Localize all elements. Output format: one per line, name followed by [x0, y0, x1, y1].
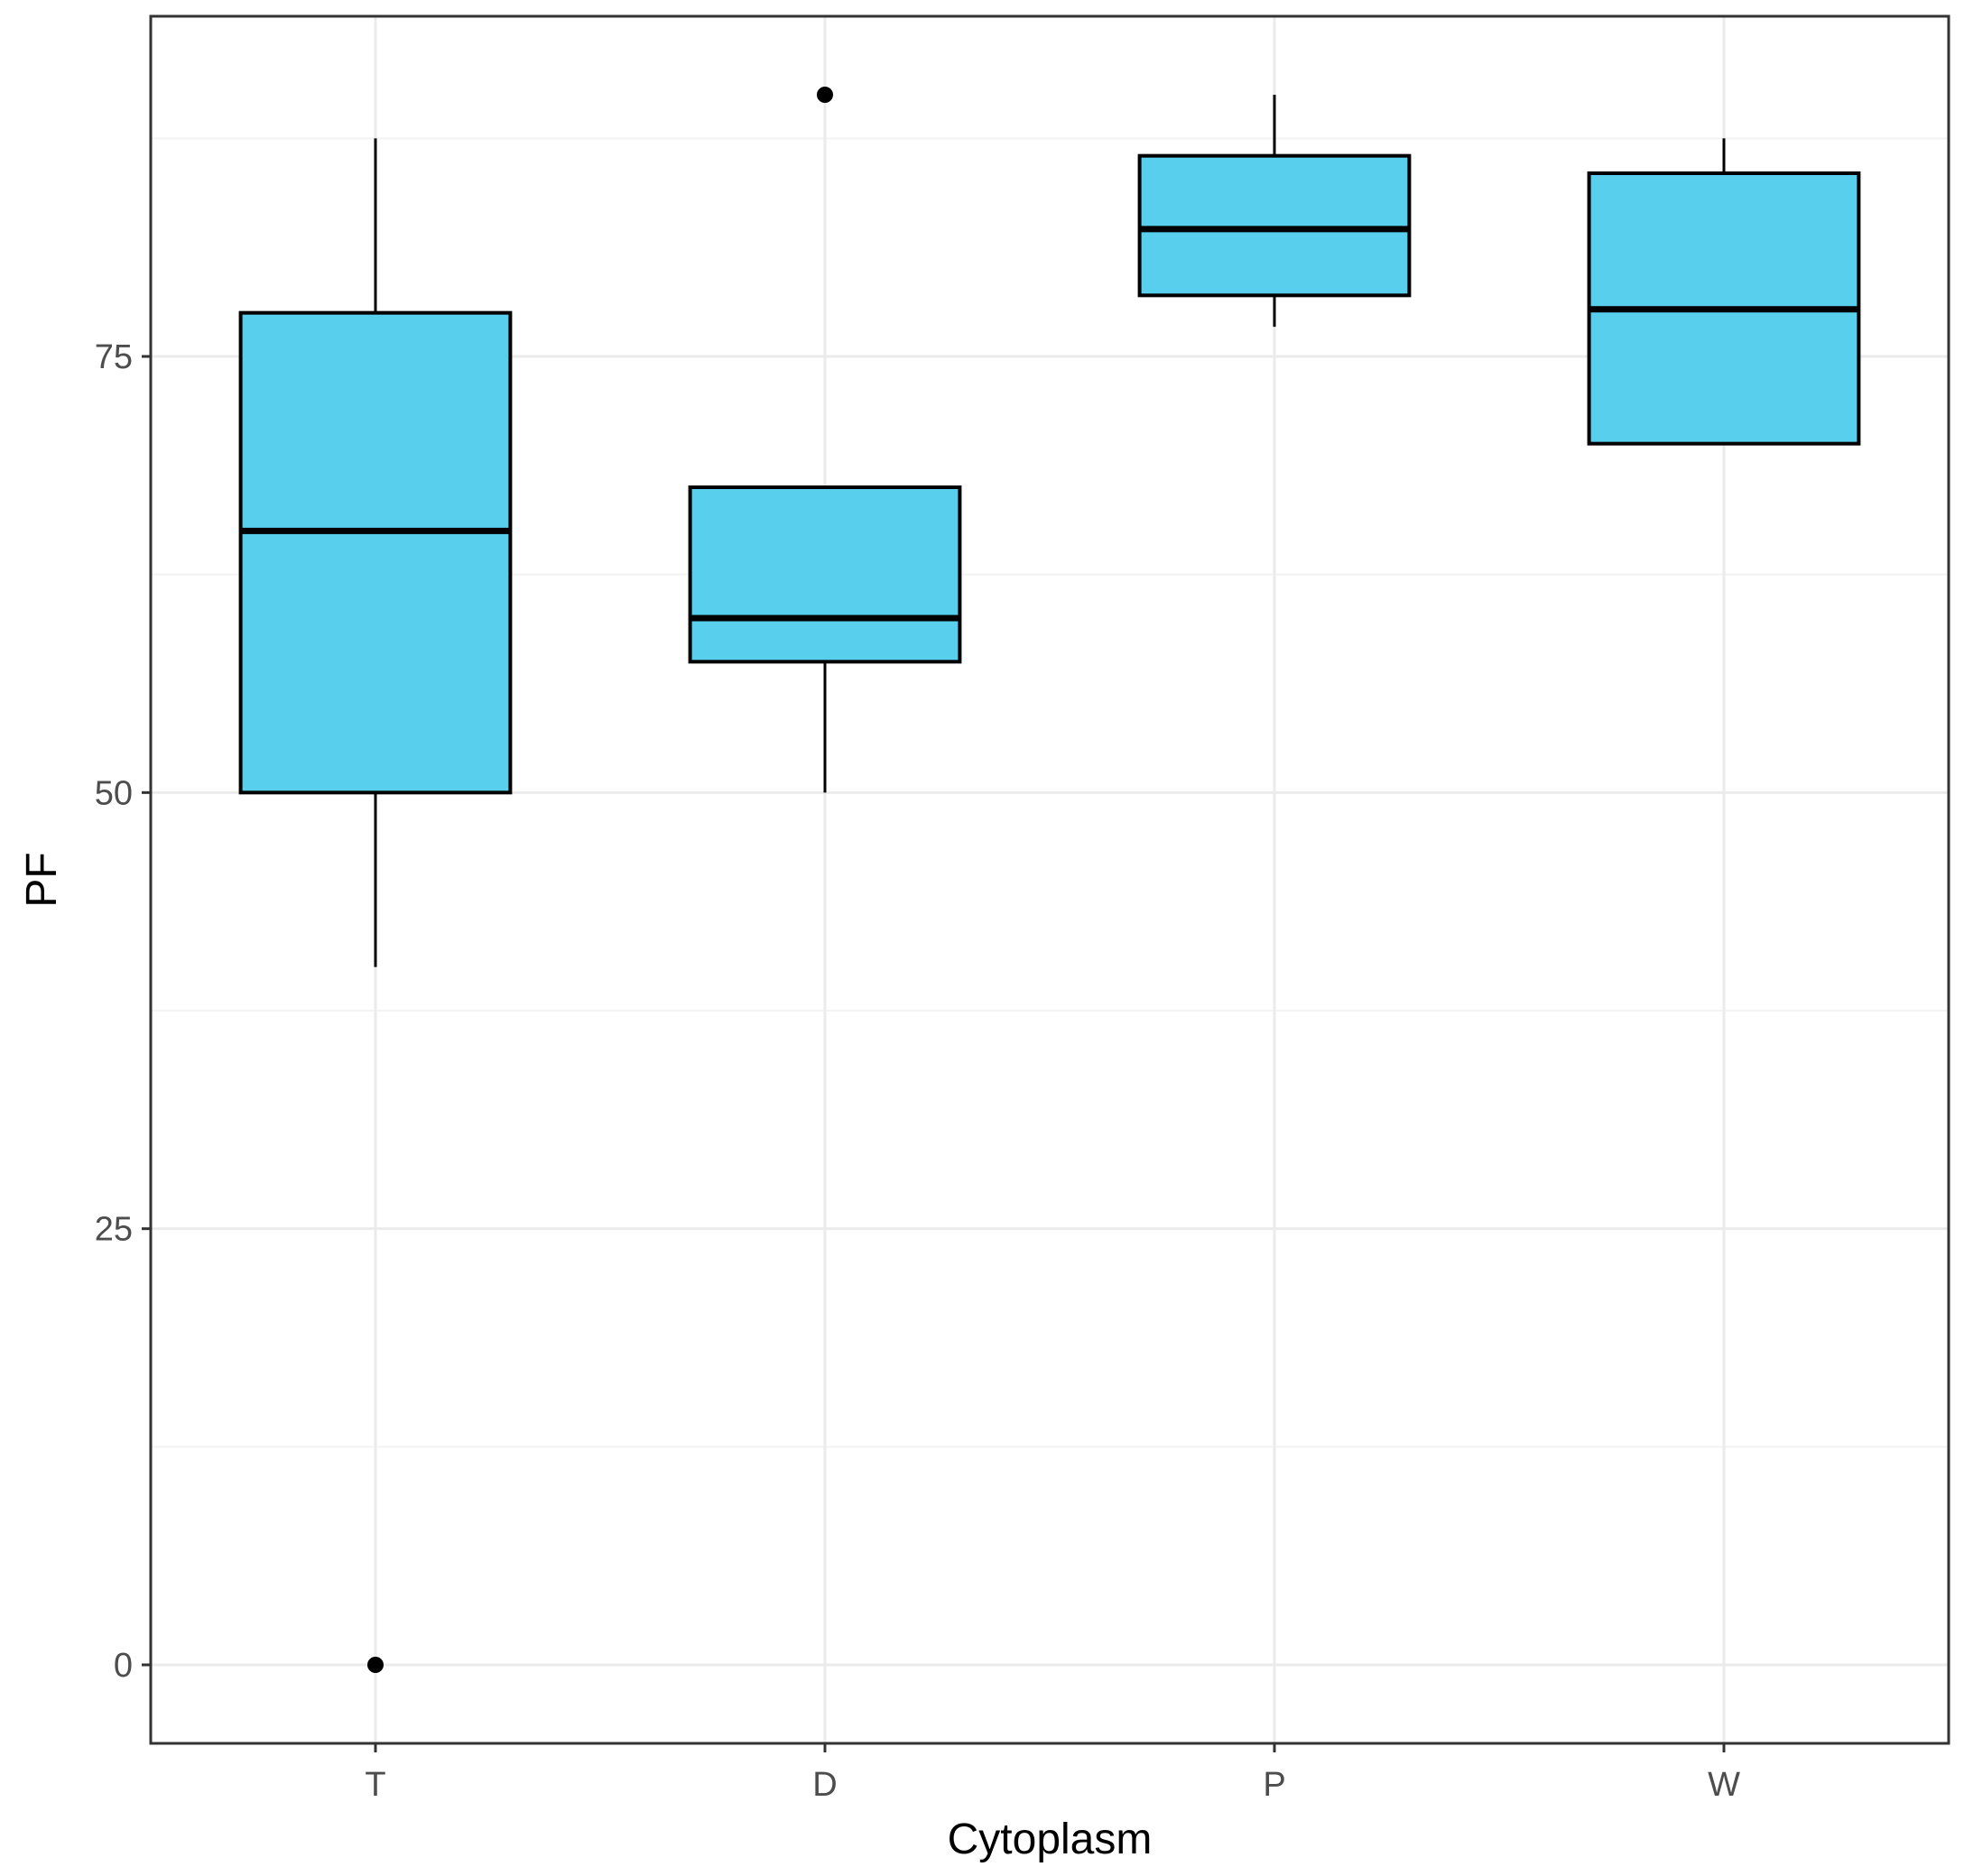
- box-series: [238, 87, 1861, 1673]
- box-D: [688, 87, 962, 793]
- box-body: [238, 310, 513, 795]
- x-tick-label: T: [365, 1766, 385, 1804]
- x-axis-title: Cytoplasm: [948, 1816, 1153, 1863]
- box-P: [1137, 95, 1412, 328]
- outlier-point: [817, 87, 833, 103]
- y-tick-label: 75: [95, 338, 133, 376]
- outlier-point: [367, 1657, 384, 1673]
- y-axis-title: PF: [18, 852, 66, 907]
- y-tick-label: 0: [114, 1647, 133, 1685]
- x-tick-label: P: [1263, 1766, 1285, 1804]
- box-T: [238, 138, 513, 1673]
- y-axis: 0 25 50 75: [95, 338, 151, 1685]
- x-tick-label: D: [812, 1766, 837, 1804]
- box-W: [1587, 138, 1861, 446]
- y-tick-label: 50: [95, 774, 133, 812]
- panel-border: [149, 14, 1950, 1745]
- box-body: [1137, 153, 1412, 298]
- y-tick-label: 25: [95, 1211, 133, 1249]
- x-tick-label: W: [1708, 1766, 1740, 1804]
- box-body: [688, 485, 962, 664]
